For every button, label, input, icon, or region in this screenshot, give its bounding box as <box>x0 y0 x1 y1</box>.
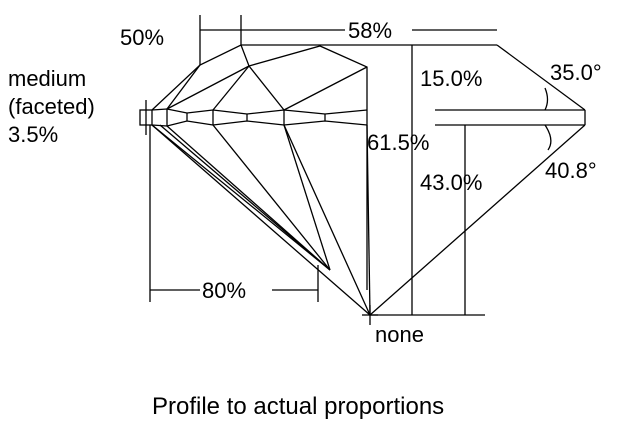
diamond-outline <box>139 44 586 316</box>
label-crown-angle: 35.0° <box>550 60 602 85</box>
label-lower-half: 80% <box>202 278 246 303</box>
caption: Profile to actual proportions <box>152 393 444 420</box>
label-girdle-2: (faceted) <box>8 94 95 119</box>
label-pavilion-angle: 40.8° <box>545 158 597 183</box>
label-total-depth: 61.5% <box>367 130 429 155</box>
label-girdle-pct: 3.5% <box>8 122 58 147</box>
label-culet: none <box>375 322 424 347</box>
label-crown-50: 50% <box>120 25 164 50</box>
label-pavilion-depth: 43.0% <box>420 170 482 195</box>
label-girdle-1: medium <box>8 66 86 91</box>
label-crown-height: 15.0% <box>420 66 482 91</box>
dimension-lines <box>145 15 585 325</box>
label-table: 58% <box>348 18 392 43</box>
